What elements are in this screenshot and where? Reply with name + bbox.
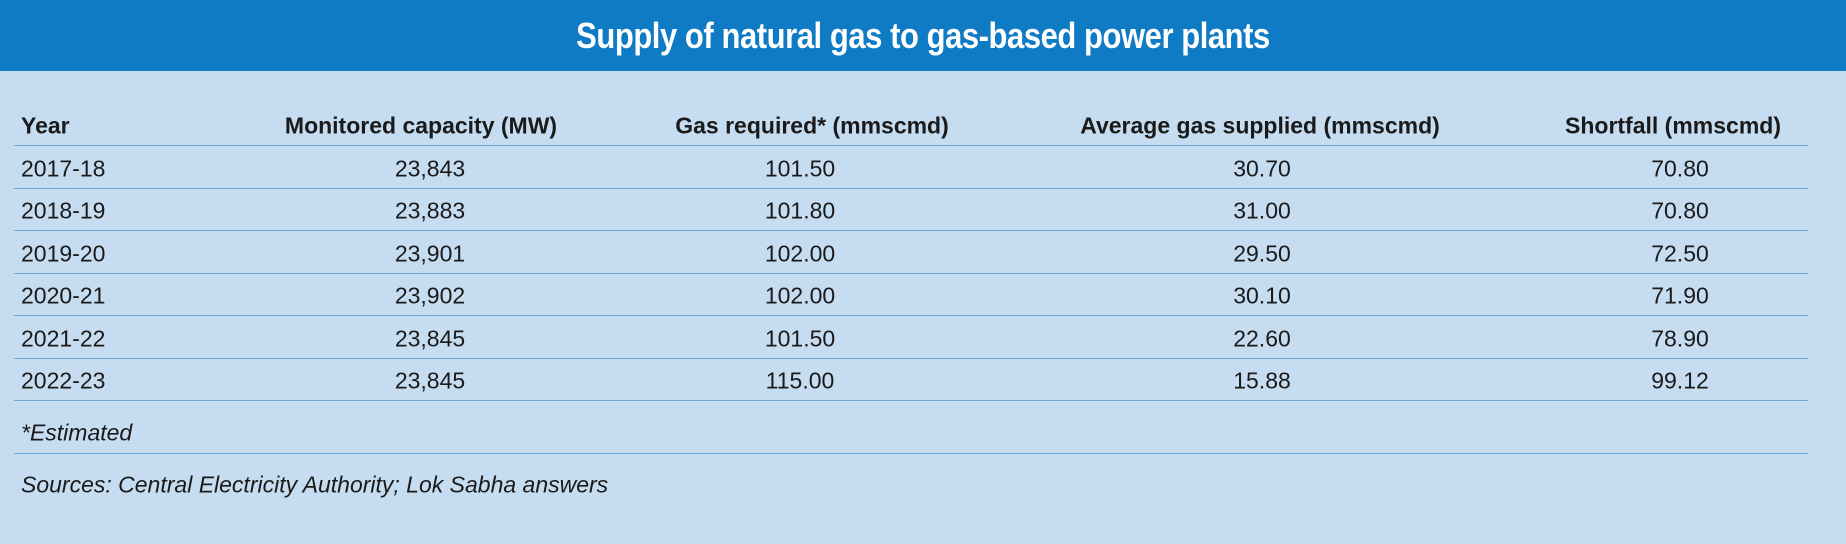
- cell-value: 23,883: [394, 197, 466, 224]
- cell-value: 30.70: [1233, 155, 1291, 181]
- sources: Sources: Central Electricity Authority; …: [21, 471, 609, 498]
- cell-value: 23,902: [394, 282, 466, 309]
- rule: [14, 453, 1808, 454]
- cell-value: 31.00: [1233, 197, 1291, 224]
- cell-value: 23,845: [394, 367, 466, 394]
- column-header: Shortfall (mmscmd): [1565, 112, 1781, 139]
- footnote: *Estimated: [21, 419, 133, 446]
- row-label: 2017-18: [21, 155, 106, 181]
- cell-value: 101.80: [764, 197, 836, 224]
- cell-value: 29.50: [1233, 240, 1291, 266]
- row-label: 2022-23: [21, 367, 106, 394]
- rule: [14, 187, 1808, 189]
- cell-value: 22.60: [1233, 325, 1291, 351]
- cell-value: 78.90: [1651, 325, 1709, 351]
- row-label: 2019-20: [21, 240, 106, 266]
- column-header: Average gas supplied (mmscmd): [1080, 112, 1440, 139]
- row-label: 2021-22: [21, 325, 106, 351]
- cell-value: 72.50: [1651, 240, 1709, 266]
- cell-value: 23,901: [394, 240, 466, 266]
- rule: [14, 230, 1808, 231]
- rule: [14, 357, 1808, 359]
- column-header: Year: [21, 112, 70, 139]
- cell-value: 30.10: [1233, 282, 1291, 309]
- cell-value: 115.00: [765, 367, 835, 394]
- cell-value: 102.00: [764, 282, 836, 309]
- cell-value: 71.90: [1651, 282, 1709, 309]
- title-bar: [0, 0, 1846, 71]
- rule: [14, 400, 1808, 401]
- cell-value: 70.80: [1651, 197, 1709, 224]
- cell-value: 15.88: [1233, 367, 1291, 394]
- rule: [14, 145, 1808, 146]
- cell-value: 23,843: [394, 155, 466, 181]
- rule: [14, 272, 1808, 274]
- rule: [14, 315, 1808, 316]
- column-header: Monitored capacity (MW): [284, 112, 558, 139]
- cell-value: 23,845: [394, 325, 466, 351]
- column-header: Gas required* (mmscmd): [675, 112, 949, 139]
- row-label: 2018-19: [21, 197, 106, 224]
- cell-value: 99.12: [1651, 367, 1709, 394]
- title: Supply of natural gas to gas-based power…: [576, 15, 1270, 56]
- cell-value: 70.80: [1651, 155, 1709, 181]
- cell-value: 102.00: [764, 240, 836, 266]
- cell-value: 101.50: [764, 155, 836, 181]
- cell-value: 101.50: [764, 325, 836, 351]
- row-label: 2020-21: [21, 282, 106, 309]
